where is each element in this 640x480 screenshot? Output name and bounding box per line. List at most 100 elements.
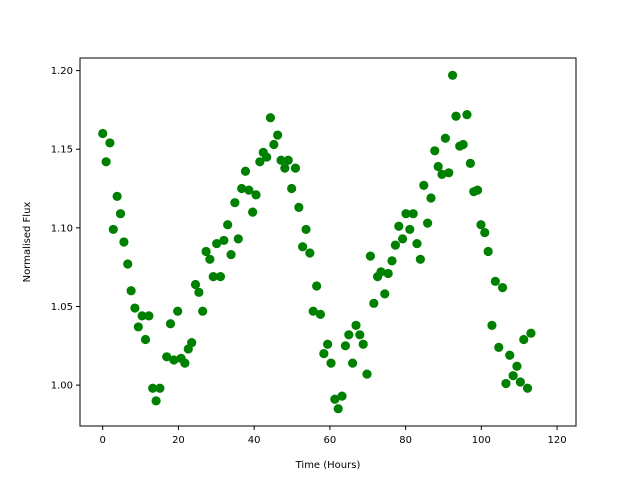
data-point <box>358 339 368 349</box>
data-point <box>401 209 411 219</box>
data-point <box>380 289 390 299</box>
data-point <box>390 240 400 250</box>
x-tick-label: 80 <box>399 435 412 446</box>
data-point <box>522 383 533 393</box>
data-point <box>105 138 115 148</box>
data-point <box>365 251 376 261</box>
data-point <box>294 202 304 212</box>
data-point <box>208 272 218 282</box>
data-point <box>298 242 308 252</box>
data-point <box>508 371 518 381</box>
data-point <box>340 341 351 351</box>
data-point <box>123 259 133 269</box>
data-point <box>501 378 511 389</box>
x-tick-label: 60 <box>324 435 337 446</box>
data-point <box>369 298 379 308</box>
y-axis-label: Normalised Flux <box>22 202 33 283</box>
data-point <box>201 246 211 257</box>
y-axis-ticks: 1.00 1.05 1.10 1.15 1.20 <box>51 66 80 392</box>
data-point <box>212 238 222 249</box>
data-point <box>287 183 297 194</box>
data-point <box>148 383 158 393</box>
data-point <box>515 377 525 387</box>
data-point <box>483 246 493 257</box>
data-point <box>144 311 154 321</box>
data-point <box>265 113 276 123</box>
plot-background <box>80 58 576 426</box>
data-point <box>126 286 136 296</box>
data-point <box>219 235 229 246</box>
data-point <box>312 281 322 291</box>
data-point <box>315 309 326 319</box>
data-point <box>244 185 254 195</box>
data-point <box>151 396 161 406</box>
data-point <box>422 218 433 228</box>
data-point <box>426 193 436 203</box>
data-point <box>430 146 440 156</box>
data-point <box>248 207 258 217</box>
data-point <box>462 110 472 120</box>
data-point <box>490 276 500 286</box>
data-point <box>262 152 272 162</box>
data-point <box>115 209 126 219</box>
x-tick-label: 40 <box>248 435 261 446</box>
data-point <box>487 320 497 330</box>
data-point <box>194 287 204 297</box>
data-point <box>133 322 143 332</box>
data-point <box>319 349 329 359</box>
data-point <box>215 272 226 282</box>
data-point <box>237 183 247 194</box>
data-point <box>476 220 486 230</box>
data-point <box>230 198 240 208</box>
data-point <box>330 394 340 404</box>
data-point <box>301 224 311 235</box>
data-point <box>394 221 404 231</box>
data-point <box>444 168 454 178</box>
y-tick-label: 1.20 <box>51 66 73 77</box>
y-tick-label: 1.00 <box>51 381 73 392</box>
data-point <box>337 391 347 401</box>
data-point <box>323 339 333 349</box>
y-tick-label: 1.05 <box>51 302 73 313</box>
plot-frame <box>79 57 577 427</box>
data-point <box>273 130 283 140</box>
data-point <box>140 334 151 345</box>
data-point <box>101 157 111 167</box>
data-point <box>526 328 536 338</box>
data-point <box>240 166 251 176</box>
data-point <box>165 319 176 329</box>
data-point <box>440 133 450 143</box>
data-point <box>226 249 236 260</box>
data-point <box>305 248 315 258</box>
data-point <box>355 330 365 340</box>
data-point <box>290 163 301 173</box>
data-point <box>419 180 429 190</box>
data-point <box>494 342 504 352</box>
data-points <box>98 70 536 414</box>
x-axis-label: Time (Hours) <box>295 460 361 471</box>
data-point <box>412 238 422 249</box>
data-point <box>465 158 475 168</box>
data-point <box>190 279 201 290</box>
data-point <box>362 369 372 379</box>
data-point <box>205 254 215 264</box>
x-tick-label: 120 <box>548 435 567 446</box>
data-point <box>251 190 261 200</box>
data-point <box>98 128 108 139</box>
data-point <box>280 163 290 173</box>
data-point <box>137 311 147 321</box>
data-point <box>130 303 140 313</box>
data-point <box>255 157 265 167</box>
data-point <box>233 234 243 244</box>
data-point <box>376 267 386 277</box>
data-point <box>283 155 293 165</box>
y-tick-label: 1.10 <box>51 223 73 234</box>
data-point <box>308 306 318 316</box>
data-point <box>198 306 208 316</box>
data-point <box>433 161 443 172</box>
data-point <box>169 355 179 365</box>
x-axis-ticks: 0 20 40 60 80 100 120 <box>100 426 567 446</box>
data-point <box>519 334 529 345</box>
data-point <box>480 227 490 238</box>
